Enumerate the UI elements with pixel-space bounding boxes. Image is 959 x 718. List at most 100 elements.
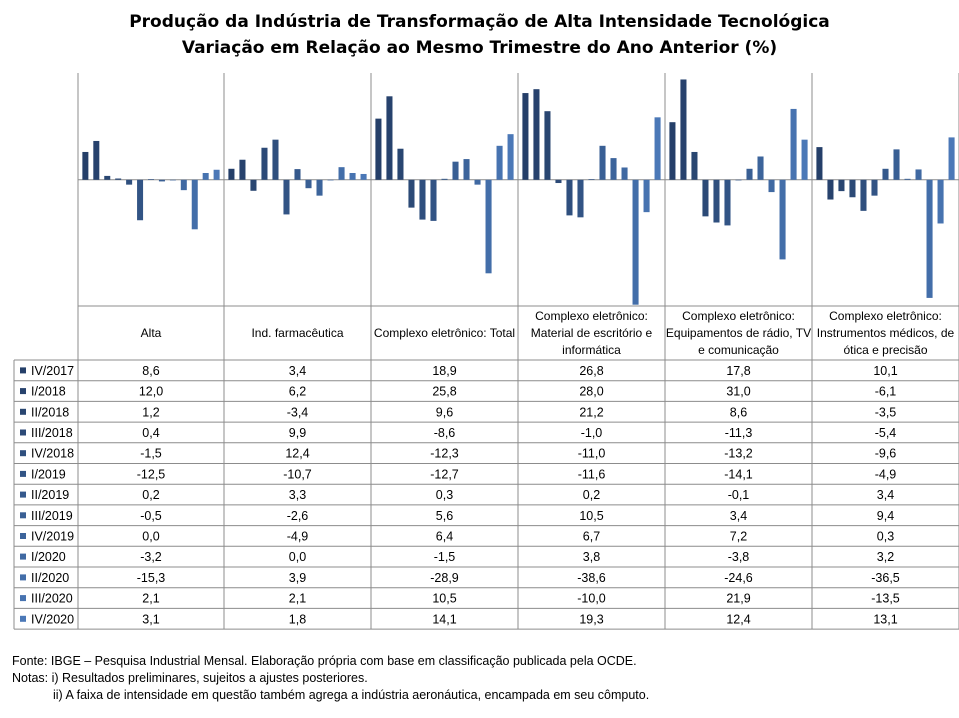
data-label: -11,3 (725, 426, 753, 440)
bar (115, 178, 122, 180)
data-label: -10,0 (577, 592, 606, 606)
bar (327, 179, 334, 181)
data-label: -13,2 (724, 447, 753, 461)
bar (82, 151, 89, 180)
bar (496, 145, 503, 180)
data-label: -9,6 (875, 447, 897, 461)
bar (915, 169, 922, 180)
data-label: -13,5 (871, 592, 900, 606)
series-label: III/2018 (31, 426, 73, 440)
bar (360, 173, 367, 180)
data-label: 9,9 (289, 426, 306, 440)
bar (816, 147, 823, 180)
bar (386, 96, 393, 180)
bar (485, 179, 492, 274)
category-label: Equipamentos de rádio, TV (666, 326, 811, 340)
series-label: IV/2017 (31, 364, 74, 378)
data-label: -2,6 (287, 509, 309, 523)
series-label: I/2020 (31, 550, 66, 564)
bar (261, 147, 268, 180)
series-label: II/2018 (31, 405, 69, 419)
category-label: Alta (141, 326, 162, 340)
bar (713, 179, 720, 223)
data-label: -15,3 (137, 571, 166, 585)
bar (566, 179, 573, 216)
series-label: II/2019 (31, 488, 69, 502)
data-label: 3,1 (142, 612, 159, 626)
data-label: -3,4 (287, 405, 309, 419)
data-label: 0,0 (289, 550, 306, 564)
data-label: 8,6 (142, 364, 159, 378)
bar (632, 179, 639, 305)
data-label: 25,8 (432, 385, 456, 399)
data-label: 0,3 (436, 488, 453, 502)
bar (860, 179, 867, 211)
bar (937, 179, 944, 224)
data-label: -0,1 (728, 488, 750, 502)
bar (294, 169, 301, 180)
data-label: 0,2 (583, 488, 600, 502)
data-label: 12,0 (139, 385, 163, 399)
data-label: 21,2 (579, 405, 603, 419)
data-label: -12,3 (430, 447, 459, 461)
legend-key (20, 574, 26, 581)
bar (926, 179, 933, 298)
bar (577, 179, 584, 218)
data-label: 0,2 (142, 488, 159, 502)
data-label: 28,0 (579, 385, 603, 399)
data-label: -1,0 (581, 426, 603, 440)
data-label: 21,9 (726, 592, 750, 606)
bar (827, 179, 834, 200)
bar (724, 179, 731, 226)
data-label: -12,5 (137, 467, 166, 481)
data-label: -10,7 (283, 467, 312, 481)
category-label: Complexo eletrônico: (829, 309, 942, 323)
category-label: informática (562, 343, 621, 357)
legend-key (20, 595, 26, 602)
bar (375, 118, 382, 180)
legend-key (20, 512, 26, 519)
bar (126, 179, 133, 185)
bar (779, 179, 786, 260)
data-label: -3,8 (728, 550, 750, 564)
data-label: 0,4 (142, 426, 159, 440)
bar (533, 89, 540, 180)
source-note: Fonte: IBGE – Pesquisa Industrial Mensal… (12, 654, 637, 668)
data-label: -11,0 (578, 447, 606, 461)
data-label: 3,4 (877, 488, 894, 502)
series-label: I/2018 (31, 385, 66, 399)
bar (680, 79, 687, 180)
bar (768, 179, 775, 193)
bar (338, 167, 345, 180)
bar (147, 179, 154, 180)
legend-key (20, 491, 26, 498)
bar (654, 117, 661, 180)
bar (555, 179, 562, 184)
series-label: IV/2018 (31, 447, 74, 461)
bar (349, 173, 356, 180)
category-label: Complexo eletrônico: (682, 309, 795, 323)
data-label: 3,4 (289, 364, 306, 378)
data-label: -38,6 (577, 571, 606, 585)
data-label: -14,1 (724, 467, 753, 481)
category-label: Instrumentos médicos, de (817, 326, 955, 340)
data-label: 17,8 (726, 364, 750, 378)
bar (202, 173, 209, 180)
data-label: -11,6 (578, 467, 606, 481)
data-label: 19,3 (579, 612, 603, 626)
data-label: 10,1 (873, 364, 897, 378)
bar (104, 175, 111, 180)
data-label: 13,1 (873, 612, 897, 626)
data-label: -1,5 (434, 550, 456, 564)
data-label: 3,2 (877, 550, 894, 564)
data-label: -6,1 (875, 385, 897, 399)
bar (452, 161, 459, 180)
category-label: ótica e precisão (843, 343, 927, 357)
bar (948, 137, 955, 180)
bar (643, 179, 650, 213)
legend-key (20, 615, 26, 622)
bar (790, 108, 797, 180)
series-label: I/2019 (31, 467, 66, 481)
category-label: Complexo eletrônico: (535, 309, 648, 323)
series-label: II/2020 (31, 571, 69, 585)
